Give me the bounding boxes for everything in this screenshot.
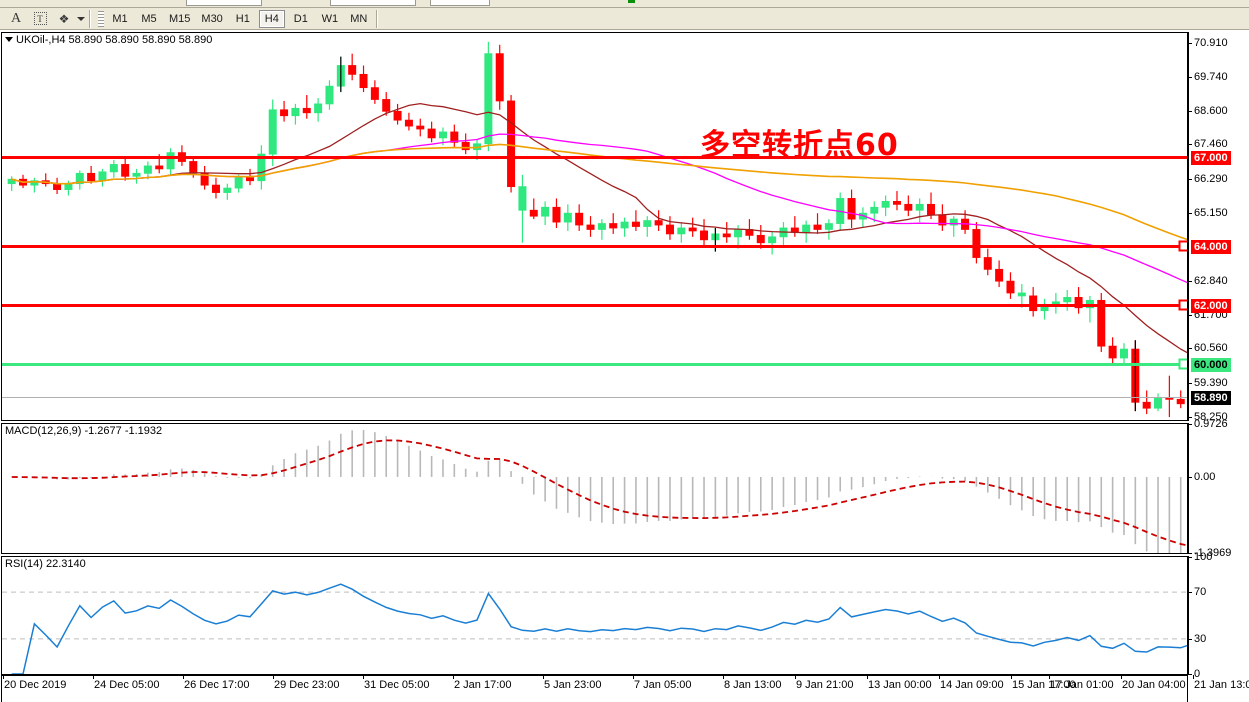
rsi-panel[interactable]: RSI(14) 22.3140 [1, 556, 1188, 675]
macd-tick: 0.9726 [1188, 418, 1228, 430]
time-label: 24 Dec 05:00 [92, 675, 160, 691]
rsi-tick: 100 [1187, 551, 1213, 563]
text-box-icon-glyph: T [33, 12, 47, 25]
level-handle-64.000[interactable] [1178, 240, 1187, 252]
rsi-axis-line [1188, 556, 1189, 675]
price-level-tag-62.000[interactable]: 62.000 [1191, 298, 1231, 313]
drawing-toolbar: A T ❖ M1 M5 M15 M30 H1 H4 D1 W1 MN [0, 8, 1249, 30]
toolbar-upper-strip [0, 0, 1249, 8]
time-label: 13 Jan 00:00 [867, 675, 932, 691]
time-label: 7 Jan 05:00 [633, 675, 692, 691]
shapes-icon[interactable]: ❖ [58, 11, 70, 26]
timeframe-h1[interactable]: H1 [235, 12, 250, 25]
macd-axis-line [1188, 423, 1189, 554]
time-axis-line [2, 675, 1187, 676]
price-level-tag-64.000[interactable]: 64.000 [1191, 239, 1231, 254]
timeframe-m5[interactable]: M5 [141, 12, 157, 25]
timeframe-m1[interactable]: M1 [112, 12, 128, 25]
shapes-dropdown-caret-icon[interactable] [77, 16, 85, 21]
macd-axis[interactable]: 0.9726 0.00 -1.3969 [1187, 418, 1249, 559]
toolbar-combo-3[interactable] [430, 0, 490, 6]
rsi-tick: 30 [1187, 632, 1207, 645]
price-chart-panel[interactable]: UKOil-,H4 58.890 58.890 58.890 58.890 [1, 32, 1188, 421]
toolbar-separator [89, 9, 91, 28]
time-label: 9 Jan 21:00 [795, 675, 854, 691]
rsi-axis[interactable]: 100 70 30 0 [1187, 551, 1249, 680]
price-tick: 60.560 [1188, 342, 1228, 355]
level-line-62.000[interactable] [2, 303, 1187, 307]
time-label: 8 Jan 13:00 [723, 675, 782, 691]
macd-plot [11, 430, 1187, 553]
timeframe-m15[interactable]: M15 [169, 12, 191, 25]
rsi-tick: 70 [1187, 586, 1207, 599]
symbol-ohlc-text: UKOil-,H4 58.890 58.890 58.890 58.890 [16, 34, 213, 46]
level-line-60.000[interactable] [2, 362, 1187, 366]
timeframe-mn[interactable]: MN [350, 12, 368, 25]
current-price-line [2, 396, 1187, 398]
time-label: 2 Jan 17:00 [453, 675, 512, 691]
time-label: 20 Dec 2019 [2, 675, 67, 691]
text-box-icon[interactable]: T [28, 9, 52, 29]
rsi-label: RSI(14) 22.3140 [5, 558, 86, 570]
price-tick: 58.250 [1188, 410, 1228, 423]
symbol-ohlc-label: UKOil-,H4 58.890 58.890 58.890 58.890 [5, 34, 212, 46]
price-level-tag-60.000[interactable]: 60.000 [1191, 357, 1231, 372]
chart-annotation-text[interactable]: 多空转折点60 [700, 128, 899, 163]
rsi-plot [2, 583, 1187, 674]
toolbar-combo-2[interactable] [330, 0, 416, 6]
time-label: 14 Jan 09:00 [939, 675, 1004, 691]
time-label: 26 Dec 17:00 [182, 675, 250, 691]
price-level-tag-67.000[interactable]: 67.000 [1191, 151, 1231, 166]
current-price-tag: 58.890 [1191, 390, 1231, 405]
level-line-67.000[interactable] [2, 156, 1187, 160]
time-label: 20 Jan 04:00 [1121, 675, 1186, 691]
price-candlestick-plot [7, 41, 1187, 418]
timeframe-group: M1 M5 M15 M30 H1 H4 D1 W1 MN [107, 9, 372, 28]
price-tick: 66.290 [1188, 173, 1228, 186]
macd-tick: -1.3969 [1187, 547, 1232, 559]
timeframe-m30[interactable]: M30 [201, 12, 223, 25]
time-label: 29 Dec 23:00 [272, 675, 340, 691]
chart-area[interactable]: UKOil-,H4 58.890 58.890 58.890 58.890 MA… [0, 30, 1249, 702]
price-axis-line [1188, 32, 1189, 421]
collapse-triangle-icon[interactable] [5, 37, 13, 42]
time-axis[interactable]: 20 Dec 2019 24 Dec 05:00 26 Dec 17:00 29 De… [1, 675, 1249, 702]
macd-label: MACD(12,26,9) -1.2677 -1.1932 [5, 425, 163, 437]
time-label: 5 Jan 23:00 [543, 675, 602, 691]
time-label: 21 Jan 13:00 [1193, 675, 1249, 691]
price-tick: 70.910 [1188, 36, 1228, 49]
timeframe-d1[interactable]: D1 [293, 12, 308, 25]
timeframe-h4[interactable]: H4 [258, 9, 285, 28]
time-label: 15 Jan 17:00 [1011, 675, 1076, 691]
price-tick: 62.840 [1188, 274, 1228, 287]
toolbar-color-swatch[interactable] [628, 0, 635, 3]
time-label: 31 Dec 05:00 [362, 675, 430, 691]
price-tick: 59.390 [1188, 376, 1228, 389]
rsi-tick: 0 [1187, 668, 1201, 680]
timeframe-w1[interactable]: W1 [321, 12, 339, 25]
price-tick: 68.600 [1188, 104, 1228, 117]
macd-panel[interactable]: MACD(12,26,9) -1.2677 -1.1932 [1, 423, 1188, 554]
price-axis[interactable]: 70.910 69.740 68.600 67.460 66.290 65.150 62.8… [1188, 32, 1249, 423]
price-tick: 65.150 [1188, 206, 1228, 219]
price-tick: 69.740 [1188, 71, 1228, 84]
text-label-icon[interactable]: A [10, 10, 22, 26]
toolbar-combo-1[interactable] [186, 0, 262, 6]
macd-tick: 0.00 [1187, 470, 1216, 483]
level-line-64.000[interactable] [2, 244, 1187, 248]
level-handle-62.000[interactable] [1178, 299, 1187, 311]
level-handle-60.000[interactable] [1178, 358, 1187, 370]
toolbar-drag-grip[interactable] [98, 10, 104, 27]
toolbar-separator-2 [375, 9, 378, 28]
price-tick: 67.460 [1188, 138, 1228, 151]
time-label: 17 Jan 01:00 [1049, 675, 1114, 691]
